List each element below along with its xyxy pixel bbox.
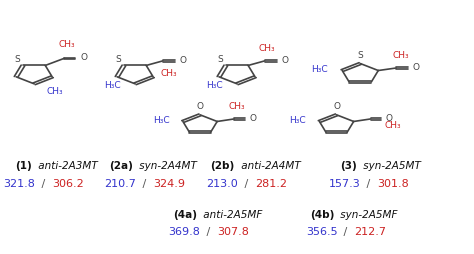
Text: syn-2A5MT: syn-2A5MT <box>360 161 421 171</box>
Text: /: / <box>38 179 49 189</box>
Text: O: O <box>81 53 87 62</box>
Text: /: / <box>203 227 214 237</box>
Text: (3): (3) <box>340 161 357 171</box>
Text: (4b): (4b) <box>310 210 334 220</box>
Text: CH₃: CH₃ <box>58 40 75 49</box>
Text: 157.3: 157.3 <box>328 179 360 189</box>
Text: 324.9: 324.9 <box>153 179 185 189</box>
Text: CH₃: CH₃ <box>393 51 410 60</box>
Text: S: S <box>14 55 20 64</box>
Text: 307.8: 307.8 <box>217 227 249 237</box>
Text: O: O <box>197 102 203 111</box>
Text: 321.8: 321.8 <box>3 179 35 189</box>
Text: anti-2A4MT: anti-2A4MT <box>238 161 301 171</box>
Text: CH₃: CH₃ <box>160 69 177 78</box>
Text: anti-2A3MT: anti-2A3MT <box>35 161 98 171</box>
Text: S: S <box>357 51 363 60</box>
Text: CH₃: CH₃ <box>228 102 245 111</box>
Text: O: O <box>282 56 288 65</box>
Text: S: S <box>115 55 121 64</box>
Text: 356.5: 356.5 <box>306 227 337 237</box>
Text: /: / <box>340 227 351 237</box>
Text: S: S <box>217 55 223 64</box>
Text: O: O <box>180 56 186 65</box>
Text: 213.0: 213.0 <box>206 179 238 189</box>
Text: 212.7: 212.7 <box>355 227 387 237</box>
Text: CH₃: CH₃ <box>385 121 401 130</box>
Text: O: O <box>333 102 340 111</box>
Text: O: O <box>412 63 419 72</box>
Text: /: / <box>139 179 150 189</box>
Text: O: O <box>386 114 393 123</box>
Text: CH₃: CH₃ <box>46 87 63 97</box>
Text: 301.8: 301.8 <box>377 179 409 189</box>
Text: syn-2A4MT: syn-2A4MT <box>136 161 197 171</box>
Text: (4a): (4a) <box>173 210 197 220</box>
Text: /: / <box>241 179 252 189</box>
Text: H₃C: H₃C <box>104 81 121 90</box>
Text: 369.8: 369.8 <box>168 227 200 237</box>
Text: H₃C: H₃C <box>153 116 170 125</box>
Text: H₃C: H₃C <box>290 116 306 125</box>
Text: 281.2: 281.2 <box>255 179 287 189</box>
Text: (1): (1) <box>15 161 32 171</box>
Text: anti-2A5MF: anti-2A5MF <box>200 210 263 220</box>
Text: (2a): (2a) <box>109 161 133 171</box>
Text: 306.2: 306.2 <box>52 179 84 189</box>
Text: O: O <box>249 114 256 123</box>
Text: (2b): (2b) <box>210 161 235 171</box>
Text: H₃C: H₃C <box>206 81 223 90</box>
Text: CH₃: CH₃ <box>259 44 275 53</box>
Text: H₃C: H₃C <box>311 65 328 74</box>
Text: 210.7: 210.7 <box>104 179 136 189</box>
Text: /: / <box>363 179 374 189</box>
Text: syn-2A5MF: syn-2A5MF <box>337 210 398 220</box>
